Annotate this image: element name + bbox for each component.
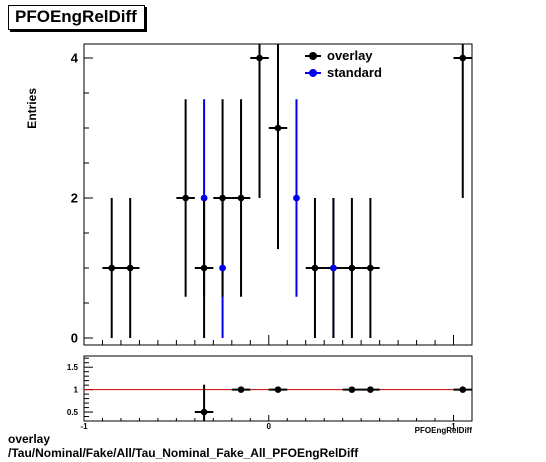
main-y-tick-label: 4	[71, 51, 79, 66]
legend-marker-overlay-dot	[309, 52, 317, 60]
plot-title: PFOEngRelDiff	[8, 5, 145, 30]
ratio-marker	[200, 408, 208, 416]
overlay-point	[231, 99, 251, 297]
ratio-plot-frame	[83, 355, 473, 422]
ratio-point	[361, 386, 380, 393]
overlay-point	[176, 99, 195, 297]
overlay-marker	[126, 264, 134, 272]
main-y-tick-label: 2	[71, 191, 78, 206]
y-axis-label: Entries	[25, 88, 39, 129]
overlay-marker	[182, 194, 189, 202]
overlay-point	[102, 198, 121, 338]
ratio-x-tick-label: 1	[451, 422, 456, 431]
ratio-x-tick-label: 0	[267, 422, 272, 431]
overlay-point	[250, 44, 269, 198]
legend-label-standard: standard	[327, 65, 382, 80]
ratio-marker	[274, 386, 282, 393]
legend: overlay standard	[305, 47, 465, 81]
overlay-marker	[237, 194, 245, 202]
ratio-marker	[348, 386, 356, 393]
ratio-point	[231, 386, 251, 393]
ratio-x-tick-label: -1	[80, 422, 88, 431]
standard-marker-top	[200, 194, 208, 202]
ratio-marker	[459, 386, 467, 393]
overlay-point	[194, 198, 214, 338]
overlay-marker	[200, 264, 208, 272]
overlay-point	[213, 99, 232, 297]
ratio-y-tick-label: 0.5	[67, 408, 79, 417]
overlay-marker	[108, 264, 116, 272]
standard-marker-top	[219, 264, 226, 272]
main-y-tick-label: 0	[71, 331, 78, 346]
overlay-point	[361, 198, 380, 338]
overlay-marker	[274, 124, 282, 132]
overlay-marker	[311, 264, 319, 272]
ratio-point	[342, 386, 362, 393]
overlay-marker	[219, 194, 226, 202]
legend-item-overlay: overlay	[305, 47, 465, 64]
ratio-point	[268, 386, 288, 393]
standard-marker-top	[330, 264, 337, 272]
overlay-point	[305, 198, 325, 338]
caption-line-2: /Tau/Nominal/Fake/All/Tau_Nominal_Fake_A…	[8, 446, 359, 460]
legend-item-standard: standard	[305, 64, 465, 81]
overlay-marker	[367, 264, 374, 272]
overlay-point	[120, 198, 140, 338]
overlay-marker	[459, 54, 467, 62]
ratio-y-tick-label: 1	[74, 385, 79, 394]
overlay-point	[342, 198, 362, 338]
legend-marker-standard-dot	[309, 69, 317, 77]
standard-marker-top	[293, 194, 300, 202]
legend-label-overlay: overlay	[327, 48, 373, 63]
x-axis-label: PFOEngRelDiff	[415, 426, 473, 435]
ratio-marker	[237, 386, 245, 393]
caption-line-1: overlay	[8, 432, 51, 446]
overlay-point	[268, 44, 288, 250]
ratio-point	[194, 384, 214, 421]
overlay-marker	[256, 54, 263, 62]
overlay-point	[453, 44, 472, 198]
overlay-marker	[348, 264, 356, 272]
ratio-point	[453, 386, 472, 393]
ratio-y-tick-label: 1.5	[67, 363, 79, 372]
ratio-marker	[367, 386, 374, 393]
